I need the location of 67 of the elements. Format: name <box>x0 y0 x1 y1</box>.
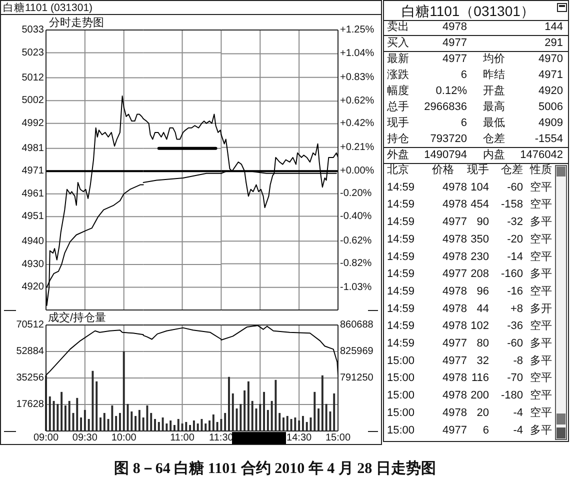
y2-tick-label: -0.40% <box>340 210 372 222</box>
text: 现手 6 最低 4909 <box>387 117 563 129</box>
y2-tick-label: +0.62% <box>340 96 374 107</box>
x-tick-label: 10:00 <box>111 432 137 444</box>
y-tick-label: 5012 <box>22 72 44 84</box>
y2-tick-label: -1.03% <box>340 282 372 293</box>
text: 北京 价格 现手 仓差 性质 <box>387 164 552 176</box>
text: 14:59 4978 454 -158 空平 <box>387 198 552 211</box>
y-tick-label: 4951 <box>22 211 44 222</box>
text: 最新 4977 均价 4970 <box>387 53 563 65</box>
text: 14:59 4978 350 -20 空平 <box>387 233 552 246</box>
x-tick-label: 09:00 <box>33 432 59 444</box>
y-tick-label: 5002 <box>22 95 44 106</box>
y2-tick-label: -0.20% <box>340 188 372 200</box>
text: 15:00 4978 200 -180 空平 <box>387 390 552 402</box>
text: 幅度 0.12% 开盘 4920 <box>387 85 563 97</box>
y-tick-label: 5033 <box>22 24 44 36</box>
text: 外盘 1490794 内盘 1476042 <box>387 149 563 161</box>
y2-tick-label: -0.62% <box>340 236 372 247</box>
text: 15:00 4977 6 -4 多平 <box>387 424 552 436</box>
text: 14:59 4977 90 -32 多平 <box>387 216 552 228</box>
y-tick-label: 35256 <box>16 372 44 384</box>
y2-tick-label: +1.04% <box>340 48 374 60</box>
text: 持仓 793720 仓差 -1554 <box>387 133 563 145</box>
y2-tick-label: 860688 <box>340 320 374 330</box>
y-tick-label: 4992 <box>22 118 44 129</box>
chart-title: 成交/持仓量 <box>48 311 106 324</box>
chart-subtitle: 分时走势图 <box>49 16 104 29</box>
y2-tick-label: +0.42% <box>340 118 374 130</box>
text: 14:59 4978 102 -36 空平 <box>387 320 552 332</box>
text: 涨跌 6 昨结 4971 <box>387 69 563 81</box>
y-tick-label: 52884 <box>16 346 44 357</box>
y-tick-label: 4920 <box>22 282 44 293</box>
x-tick-label: 14:30 <box>286 432 312 444</box>
text: 14:59 4978 104 -60 空平 <box>387 181 552 194</box>
text: 14:59 4978 96 -16 空平 <box>387 285 552 298</box>
x-tick-label: 11:00 <box>170 432 195 444</box>
y-tick-label: 4930 <box>22 258 44 270</box>
text: 卖出 4978 144 <box>387 21 563 33</box>
text: 15:00 4978 116 -70 空平 <box>387 372 552 384</box>
text: 15:00 4978 20 -4 空平 <box>387 406 552 419</box>
y-tick-label: 4940 <box>22 236 44 248</box>
y-tick-label: 4961 <box>22 188 44 200</box>
y2-tick-label: +0.00% <box>340 166 374 177</box>
text: 总手 2966836 最高 5006 <box>387 101 563 113</box>
text: 14:59 4978 44 +8 多开 <box>387 302 552 315</box>
text: 15:00 4977 32 -8 多平 <box>387 354 552 367</box>
y-tick-label: 4981 <box>22 142 44 154</box>
text: 白糖1101（031301） <box>402 3 534 19</box>
y-tick-label: 5023 <box>22 47 44 58</box>
y2-tick-label: 825969 <box>340 346 374 357</box>
text: 买入 4977 291 <box>387 37 563 49</box>
text: 14:59 4977 80 -60 多平 <box>387 338 552 350</box>
y-tick-label: 17628 <box>16 399 44 410</box>
text: 14:59 4978 230 -14 空平 <box>387 250 552 263</box>
x-tick-label: 15:00 <box>325 432 351 444</box>
caption: 图 8－64 白糖 1101 合约 2010 年 4 月 28 日走势图 <box>114 460 436 477</box>
y2-tick-label: +0.83% <box>340 72 374 83</box>
y2-tick-label: 791250 <box>340 372 374 384</box>
text: 14:59 4977 208 -160 多平 <box>387 268 552 280</box>
chart-title: 白糖1101 (031301) <box>3 1 93 14</box>
y-tick-label: 4971 <box>22 166 44 177</box>
y2-tick-label: +0.21% <box>340 142 374 153</box>
x-tick-label: 09:30 <box>72 432 98 444</box>
y2-tick-label: -0.82% <box>340 258 372 270</box>
y2-tick-label: +1.25% <box>340 24 374 36</box>
y-tick-label: 70512 <box>16 320 44 330</box>
